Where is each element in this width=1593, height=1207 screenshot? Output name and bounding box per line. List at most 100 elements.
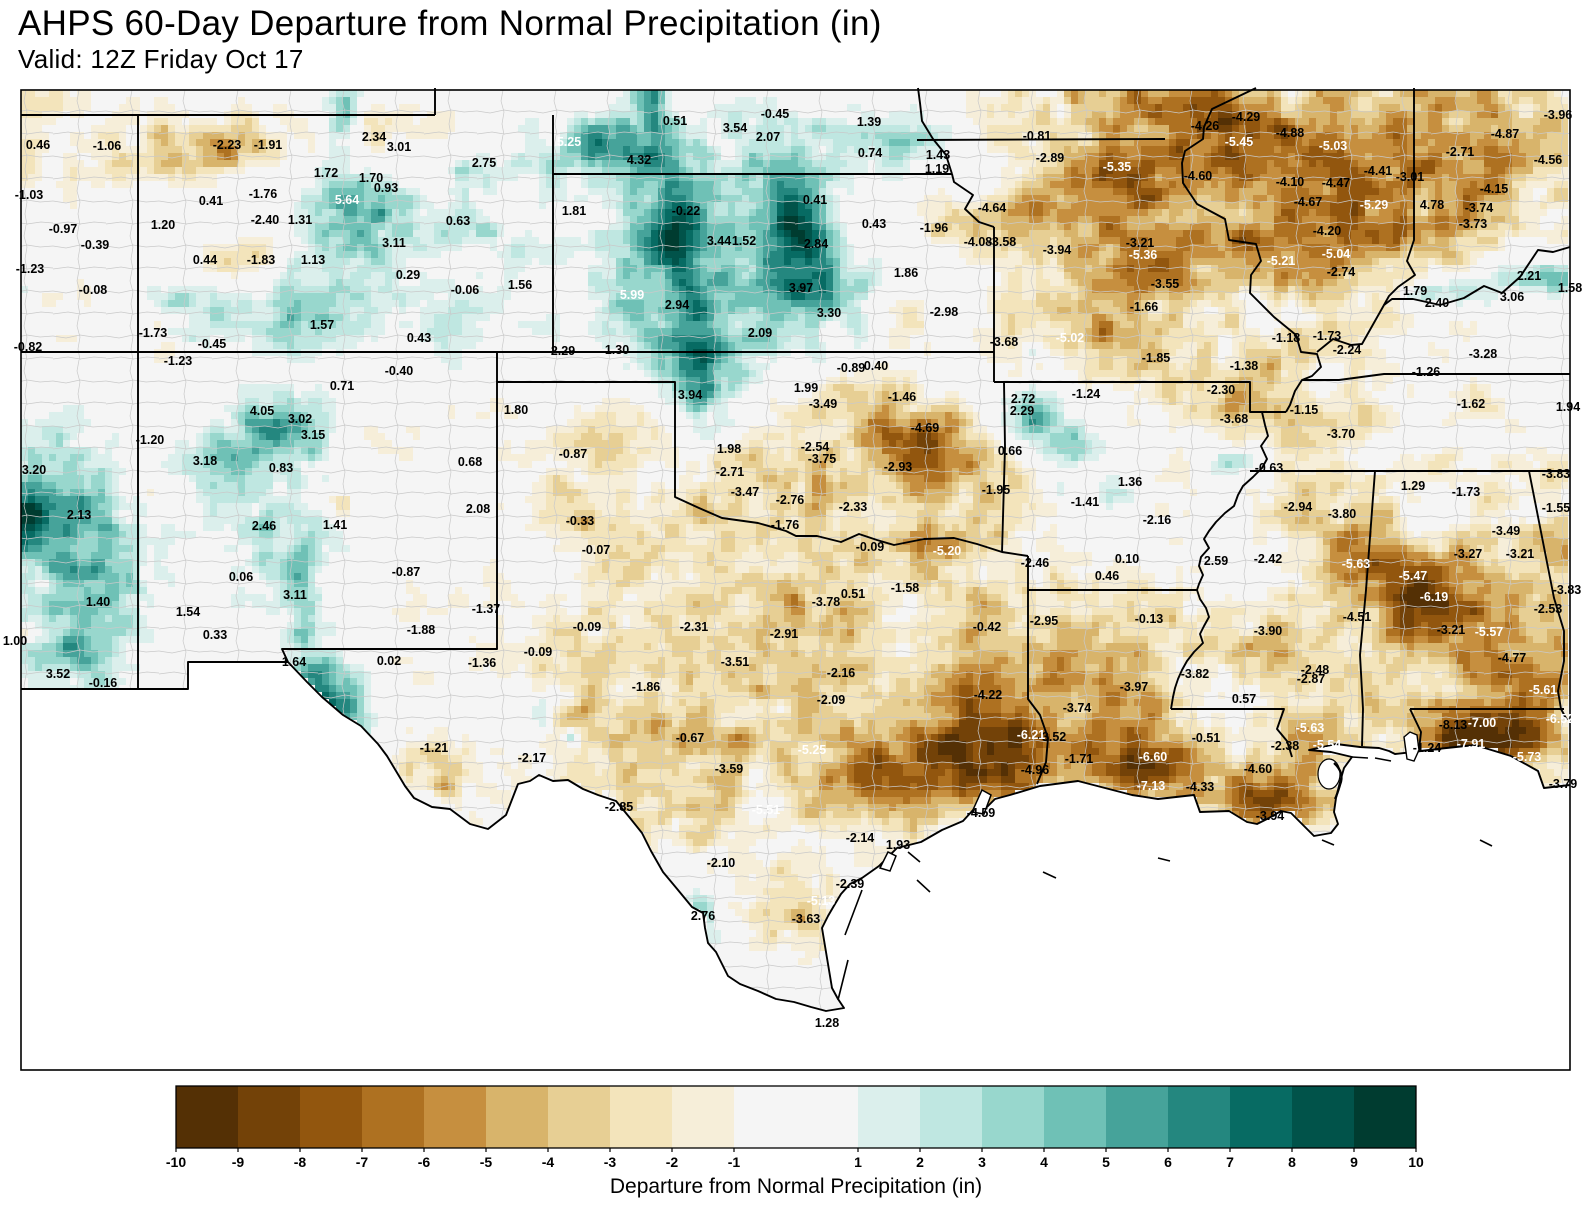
- svg-text:7: 7: [1226, 1154, 1234, 1170]
- svg-text:4.78: 4.78: [1420, 198, 1444, 212]
- svg-text:-3.27: -3.27: [1454, 547, 1483, 561]
- svg-text:-3.52: -3.52: [1038, 730, 1067, 744]
- svg-text:-7.91: -7.91: [1457, 737, 1486, 751]
- svg-text:-4: -4: [542, 1154, 555, 1170]
- svg-text:-3.80: -3.80: [1328, 507, 1357, 521]
- svg-text:-0.40: -0.40: [385, 364, 414, 378]
- svg-text:-0.09: -0.09: [573, 620, 602, 634]
- svg-text:-3.47: -3.47: [731, 485, 760, 499]
- svg-text:Departure from Normal Precipit: Departure from Normal Precipitation (in): [610, 1175, 982, 1198]
- svg-text:-1.73: -1.73: [1313, 329, 1342, 343]
- svg-text:2.46: 2.46: [252, 519, 276, 533]
- svg-text:-1.91: -1.91: [254, 138, 283, 152]
- svg-text:-3.58: -3.58: [988, 235, 1017, 249]
- svg-text:-0.63: -0.63: [1255, 461, 1284, 475]
- svg-text:-7.00: -7.00: [1468, 716, 1497, 730]
- svg-text:-3.51: -3.51: [721, 655, 750, 669]
- svg-text:3.94: 3.94: [678, 388, 702, 402]
- svg-text:1.28: 1.28: [815, 1016, 839, 1030]
- svg-text:-4.29: -4.29: [1232, 110, 1261, 124]
- svg-text:-0.13: -0.13: [1135, 612, 1164, 626]
- svg-text:-5.25: -5.25: [798, 743, 827, 757]
- svg-text:1.40: 1.40: [86, 595, 110, 609]
- svg-text:-2.48: -2.48: [1301, 663, 1330, 677]
- svg-text:-3.49: -3.49: [1492, 524, 1521, 538]
- svg-text:3.54: 3.54: [723, 121, 747, 135]
- svg-text:-3.78: -3.78: [812, 595, 841, 609]
- svg-text:-5: -5: [480, 1154, 493, 1170]
- svg-text:-4.41: -4.41: [1364, 164, 1393, 178]
- svg-text:-8.13: -8.13: [1439, 718, 1468, 732]
- svg-text:1.64: 1.64: [282, 655, 306, 669]
- svg-text:-3.21: -3.21: [1506, 547, 1535, 561]
- svg-text:-2.16: -2.16: [827, 666, 856, 680]
- svg-text:-3.97: -3.97: [1120, 680, 1149, 694]
- svg-text:-4.33: -4.33: [1186, 780, 1215, 794]
- svg-text:0.29: 0.29: [396, 268, 420, 282]
- svg-text:-0.33: -0.33: [566, 514, 595, 528]
- svg-text:-1.26: -1.26: [1412, 365, 1441, 379]
- svg-text:0.46: 0.46: [1095, 569, 1119, 583]
- svg-text:-6: -6: [418, 1154, 431, 1170]
- svg-text:0.10: 0.10: [1115, 552, 1139, 566]
- svg-text:-5.73: -5.73: [1513, 750, 1542, 764]
- svg-text:1.81: 1.81: [562, 204, 586, 218]
- svg-text:-1.41: -1.41: [1071, 495, 1100, 509]
- svg-text:-0.16: -0.16: [89, 676, 118, 690]
- svg-text:-5.03: -5.03: [1319, 139, 1348, 153]
- svg-text:-0.06: -0.06: [451, 283, 480, 297]
- svg-text:-0.81: -0.81: [1023, 129, 1052, 143]
- svg-text:-5.63: -5.63: [1296, 721, 1325, 735]
- svg-text:-7: -7: [356, 1154, 369, 1170]
- svg-text:-3.74: -3.74: [1063, 701, 1092, 715]
- svg-text:-2.31: -2.31: [680, 620, 709, 634]
- svg-text:-1.73: -1.73: [1452, 485, 1481, 499]
- svg-text:1.19: 1.19: [925, 162, 949, 176]
- svg-text:-3.28: -3.28: [1469, 347, 1498, 361]
- svg-text:-1.15: -1.15: [1290, 403, 1319, 417]
- svg-text:-2: -2: [666, 1154, 679, 1170]
- svg-text:0.41: 0.41: [803, 193, 827, 207]
- svg-text:-3.94: -3.94: [1043, 243, 1072, 257]
- svg-text:0.63: 0.63: [446, 214, 470, 228]
- svg-text:0.46: 0.46: [26, 138, 50, 152]
- svg-text:1.30: 1.30: [605, 343, 629, 357]
- svg-text:-3.79: -3.79: [1549, 777, 1578, 791]
- svg-text:3.02: 3.02: [288, 412, 312, 426]
- svg-text:-5.57: -5.57: [1475, 625, 1504, 639]
- svg-text:0.57: 0.57: [1232, 692, 1256, 706]
- svg-text:-2.42: -2.42: [1254, 552, 1283, 566]
- svg-text:4.32: 4.32: [627, 153, 651, 167]
- svg-text:-1.38: -1.38: [1230, 359, 1259, 373]
- svg-text:-10: -10: [166, 1154, 186, 1170]
- svg-text:-9: -9: [232, 1154, 245, 1170]
- svg-text:-0.39: -0.39: [81, 238, 110, 252]
- svg-text:-2.10: -2.10: [707, 856, 736, 870]
- svg-text:-1.76: -1.76: [249, 187, 278, 201]
- svg-text:2: 2: [916, 1154, 924, 1170]
- svg-text:-2.54: -2.54: [801, 440, 830, 454]
- svg-text:-3.70: -3.70: [1327, 427, 1356, 441]
- svg-text:-0.09: -0.09: [524, 645, 553, 659]
- svg-text:6: 6: [1164, 1154, 1172, 1170]
- svg-text:3.11: 3.11: [283, 588, 307, 602]
- svg-text:2.08: 2.08: [466, 502, 490, 516]
- svg-text:1.93: 1.93: [886, 838, 910, 852]
- svg-text:-0.08: -0.08: [79, 283, 108, 297]
- svg-text:-5.02: -5.02: [1056, 331, 1085, 345]
- svg-text:0.68: 0.68: [458, 455, 482, 469]
- svg-text:-5.29: -5.29: [1360, 198, 1389, 212]
- svg-text:3.97: 3.97: [789, 281, 813, 295]
- svg-text:-2.95: -2.95: [1030, 614, 1059, 628]
- svg-text:1.43: 1.43: [926, 148, 950, 162]
- svg-text:-4.47: -4.47: [1322, 176, 1351, 190]
- svg-text:-3.21: -3.21: [1437, 623, 1466, 637]
- svg-text:-0.42: -0.42: [973, 620, 1002, 634]
- svg-text:0.93: 0.93: [374, 181, 398, 195]
- svg-text:3.52: 3.52: [46, 667, 70, 681]
- svg-text:-2.46: -2.46: [1021, 556, 1050, 570]
- svg-text:-1.23: -1.23: [16, 262, 45, 276]
- svg-text:-1.36: -1.36: [468, 656, 497, 670]
- svg-text:4.05: 4.05: [250, 404, 274, 418]
- svg-text:-1.76: -1.76: [771, 518, 800, 532]
